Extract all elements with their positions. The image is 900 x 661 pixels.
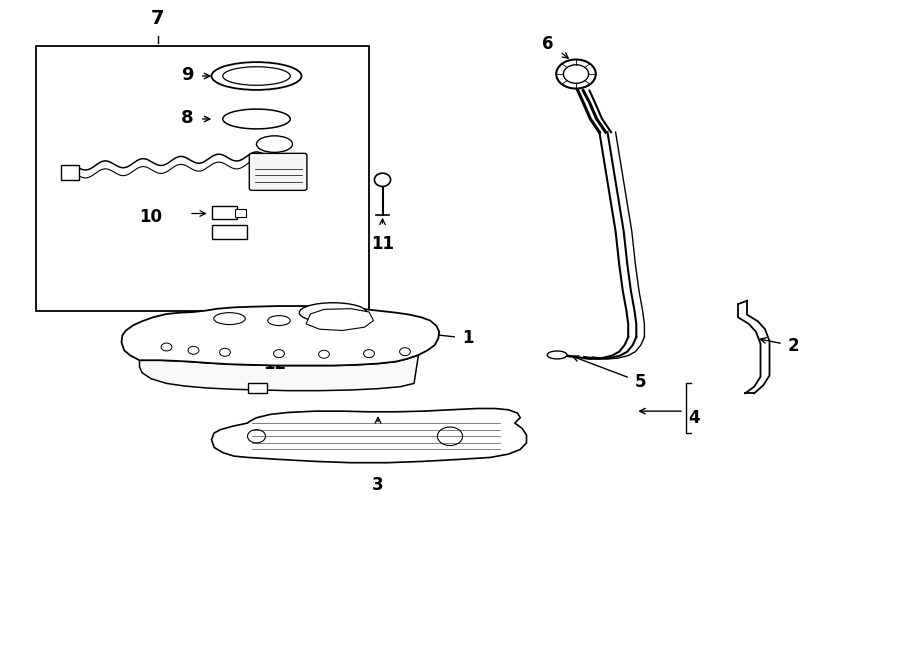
Text: 2: 2 xyxy=(788,336,799,355)
Text: 1: 1 xyxy=(462,329,473,348)
Bar xyxy=(248,383,267,393)
Polygon shape xyxy=(306,309,373,330)
Ellipse shape xyxy=(256,136,292,152)
Ellipse shape xyxy=(223,109,290,129)
Bar xyxy=(36,46,369,311)
Bar xyxy=(235,209,246,217)
Ellipse shape xyxy=(214,313,245,325)
Bar xyxy=(61,165,79,180)
Ellipse shape xyxy=(299,303,367,323)
Ellipse shape xyxy=(212,62,302,90)
Text: 10: 10 xyxy=(139,208,162,226)
Text: 3: 3 xyxy=(373,476,383,494)
Text: 7: 7 xyxy=(151,9,164,28)
Bar xyxy=(376,334,391,344)
Polygon shape xyxy=(140,355,419,391)
Polygon shape xyxy=(122,306,439,366)
Text: 11: 11 xyxy=(371,235,394,253)
Polygon shape xyxy=(212,408,526,463)
Ellipse shape xyxy=(374,173,391,186)
Text: 5: 5 xyxy=(634,373,646,391)
Text: 9: 9 xyxy=(181,65,194,84)
Bar xyxy=(212,206,237,219)
Ellipse shape xyxy=(268,316,290,325)
Text: 4: 4 xyxy=(688,408,700,427)
Text: 8: 8 xyxy=(181,108,194,127)
Ellipse shape xyxy=(547,351,567,359)
Text: 12: 12 xyxy=(263,355,286,373)
Bar xyxy=(212,225,248,239)
FancyBboxPatch shape xyxy=(249,153,307,190)
Text: 6: 6 xyxy=(542,35,554,53)
Ellipse shape xyxy=(223,67,290,85)
Bar xyxy=(133,336,149,347)
